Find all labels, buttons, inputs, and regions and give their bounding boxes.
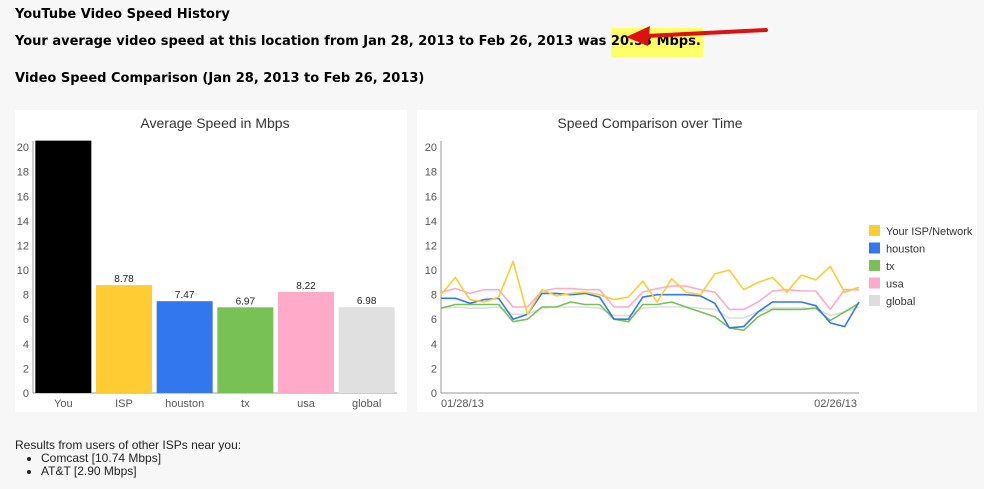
legend-label: Your ISP/Network: [886, 226, 973, 238]
bar-category-label: ISP: [115, 398, 133, 410]
line-y-tick-label: 8: [431, 290, 437, 302]
line-y-tick-label: 2: [431, 363, 437, 375]
bar-category-label: houston: [165, 398, 204, 410]
bar-category-label: You: [54, 398, 73, 410]
results-heading: Results from users of other ISPs near yo…: [15, 438, 242, 452]
average-speed-prefix: Your average video speed at this locatio…: [15, 34, 611, 49]
series-line-global: [440, 306, 860, 319]
bar-y-tick-label: 4: [23, 339, 29, 351]
legend-swatch: [869, 295, 880, 306]
line-x-end-label: 02/26/13: [814, 398, 857, 410]
legend-label: houston: [886, 244, 925, 256]
bar-value-label: 6.97: [236, 296, 256, 307]
line-y-tick-label: 20: [425, 142, 437, 154]
average-speed-sentence: Your average video speed at this locatio…: [15, 28, 703, 57]
bar-value-label: 8.22: [296, 281, 316, 292]
bar-y-tick-label: 18: [17, 167, 29, 179]
line-y-tick-label: 0: [431, 388, 437, 400]
line-y-tick-label: 4: [431, 339, 437, 351]
average-speed-bar-chart: Average Speed in Mbps 0 2 4 6 8 10 12 14 16 18 20 Y…: [15, 110, 407, 412]
bar-category-label: usa: [297, 398, 316, 410]
bar-y-tick-label: 14: [17, 216, 29, 228]
line-chart-title: Speed Comparison over Time: [557, 115, 742, 131]
legend-swatch: [869, 225, 880, 236]
legend-label: global: [886, 296, 915, 308]
results-item-att: AT&T [2.90 Mbps]: [41, 465, 241, 478]
series-line-your-isp-network: [440, 260, 860, 316]
bar-y-tick-label: 16: [17, 191, 29, 203]
bar-value-label: 6.98: [357, 296, 377, 307]
bar-y-tick-label: 10: [17, 265, 29, 277]
other-isp-results: Results from users of other ISPs near yo…: [15, 439, 241, 478]
line-y-tick-label: 14: [425, 216, 437, 228]
comparison-title: Video Speed Comparison (Jan 28, 2013 to …: [15, 71, 425, 86]
series-line-houston: [441, 292, 860, 329]
red-arrow-annotation: [626, 26, 768, 46]
line-y-tick-label: 18: [425, 167, 437, 179]
legend-swatch: [869, 260, 880, 271]
legend-label: usa: [886, 279, 905, 291]
line-x-start-label: 01/28/13: [441, 398, 484, 410]
legend-label: tx: [886, 261, 895, 273]
bar-y-tick-label: 2: [23, 363, 29, 375]
bar-You: [35, 140, 92, 393]
line-y-tick-label: 16: [425, 191, 437, 203]
bar-chart-title: Average Speed in Mbps: [140, 115, 289, 131]
line-y-tick-label: 12: [425, 240, 437, 252]
speed-over-time-line-chart: Speed Comparison over Time 0 2 4 6 8 10 12 14 16…: [417, 110, 977, 412]
bar-ISP: [96, 285, 152, 393]
bar-y-tick-label: 20: [17, 142, 29, 154]
bar-tx: [217, 307, 274, 393]
line-y-tick-label: 10: [425, 265, 437, 277]
page-title: YouTube Video Speed History: [15, 7, 230, 22]
bar-y-tick-label: 12: [17, 240, 29, 252]
bar-y-tick-label: 6: [23, 314, 29, 326]
bar-global: [338, 307, 395, 393]
bar-usa: [278, 291, 334, 393]
bar-value-label: 7.47: [175, 290, 195, 301]
results-list: Comcast [10.74 Mbps] AT&T [2.90 Mbps]: [15, 452, 241, 478]
bar-category-label: tx: [241, 398, 250, 410]
legend-swatch: [869, 277, 880, 289]
results-item-comcast: Comcast [10.74 Mbps]: [41, 452, 241, 465]
legend-swatch: [869, 242, 880, 254]
bar-y-tick-label: 8: [23, 290, 29, 302]
series-line-tx: [440, 301, 860, 332]
bar-category-label: global: [352, 398, 381, 410]
bar-chart-svg: Average Speed in Mbps 0 2 4 6 8 10 12 14 16 18 20 Y…: [17, 115, 397, 410]
bar-value-label: 8.78: [114, 274, 134, 285]
line-chart-svg: Speed Comparison over Time 0 2 4 6 8 10 12 14 16…: [425, 115, 973, 410]
bar-y-tick-label: 0: [23, 388, 29, 400]
bar-houston: [156, 301, 213, 393]
line-y-tick-label: 6: [431, 314, 437, 326]
